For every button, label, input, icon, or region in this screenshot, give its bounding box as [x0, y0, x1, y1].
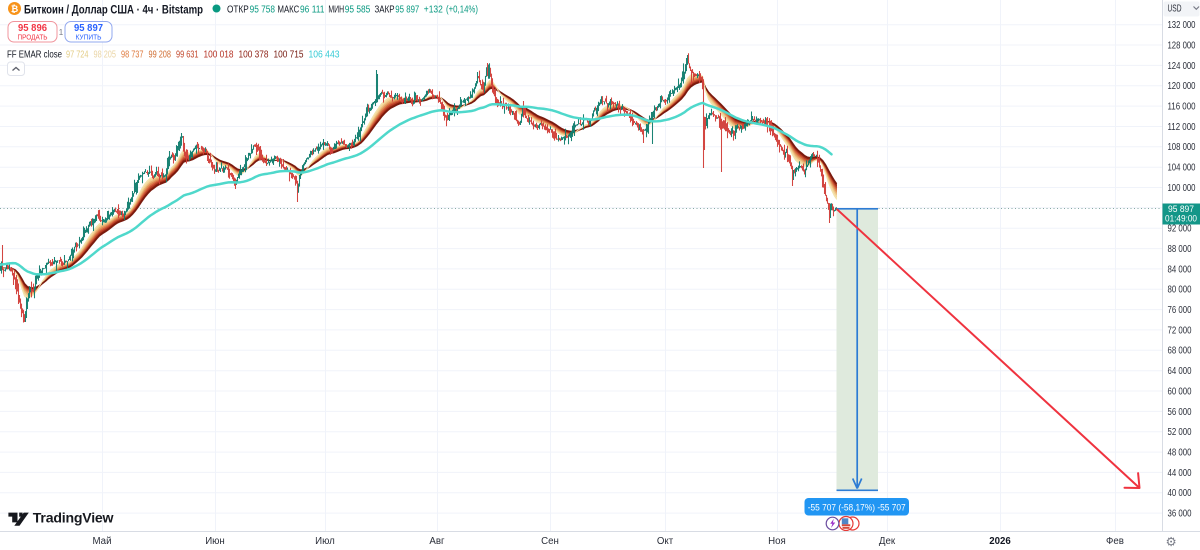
svg-text:Дек: Дек	[879, 536, 896, 547]
svg-text:2026: 2026	[989, 536, 1011, 547]
svg-text:48 000: 48 000	[1168, 447, 1192, 458]
svg-text:95 897: 95 897	[395, 4, 419, 15]
svg-text:120 000: 120 000	[1168, 81, 1196, 92]
svg-text:Окт: Окт	[657, 536, 674, 547]
svg-text:72 000: 72 000	[1168, 325, 1192, 336]
svg-text:1: 1	[59, 28, 64, 37]
svg-text:92 000: 92 000	[1168, 224, 1192, 235]
svg-text:100 378: 100 378	[239, 50, 269, 61]
svg-text:99 208: 99 208	[149, 50, 172, 61]
svg-text:Июн: Июн	[205, 536, 225, 547]
svg-text:40 000: 40 000	[1168, 488, 1192, 499]
svg-text:68 000: 68 000	[1168, 346, 1192, 357]
svg-text:60 000: 60 000	[1168, 386, 1192, 397]
svg-text:84 000: 84 000	[1168, 264, 1192, 275]
svg-text:88 000: 88 000	[1168, 244, 1192, 255]
svg-text:76 000: 76 000	[1168, 305, 1192, 316]
svg-text:52 000: 52 000	[1168, 427, 1192, 438]
svg-text:98 205: 98 205	[94, 50, 117, 61]
svg-text:44 000: 44 000	[1168, 468, 1192, 479]
svg-text:95 897: 95 897	[74, 23, 103, 34]
svg-text:Биткоин / Доллар США · 4ч · Bi: Биткоин / Доллар США · 4ч · Bitstamp	[24, 2, 203, 16]
svg-text:95 585: 95 585	[345, 4, 371, 15]
svg-text:95 897: 95 897	[1168, 204, 1194, 215]
svg-text:+132: +132	[424, 4, 443, 15]
svg-text:Июл: Июл	[315, 536, 335, 547]
svg-text:100 000: 100 000	[1168, 183, 1196, 194]
svg-text:Сен: Сен	[541, 536, 559, 547]
svg-text:ПРОДАТЬ: ПРОДАТЬ	[18, 34, 48, 41]
svg-text:97 724: 97 724	[66, 50, 89, 61]
svg-text:64 000: 64 000	[1168, 366, 1192, 377]
svg-text:-55 707 (-58,17%) -55 707: -55 707 (-58,17%) -55 707	[808, 502, 906, 513]
svg-text:80 000: 80 000	[1168, 285, 1192, 296]
svg-text:116 000: 116 000	[1168, 102, 1196, 113]
svg-text:FF EMAR close: FF EMAR close	[7, 50, 62, 61]
svg-text:95 758: 95 758	[250, 4, 275, 15]
svg-text:36 000: 36 000	[1168, 509, 1192, 520]
svg-text:108 000: 108 000	[1168, 142, 1196, 153]
svg-text:МИН: МИН	[328, 4, 344, 15]
svg-text:104 000: 104 000	[1168, 163, 1196, 174]
svg-text:Фев: Фев	[1106, 536, 1124, 547]
svg-text:01:49:00: 01:49:00	[1165, 213, 1197, 223]
svg-text:95 896: 95 896	[18, 23, 47, 34]
svg-text:112 000: 112 000	[1168, 122, 1196, 133]
svg-text:124 000: 124 000	[1168, 61, 1196, 72]
svg-text:(+0,14%): (+0,14%)	[446, 4, 478, 15]
svg-text:98 737: 98 737	[121, 50, 144, 61]
svg-text:Авг: Авг	[429, 536, 445, 547]
svg-text:₿: ₿	[11, 4, 18, 14]
svg-text:Ноя: Ноя	[768, 536, 786, 547]
svg-text:106 443: 106 443	[309, 50, 340, 61]
svg-text:⚙: ⚙	[1166, 535, 1177, 549]
svg-text:ОТКР: ОТКР	[227, 4, 249, 15]
svg-text:96 111: 96 111	[300, 4, 325, 15]
svg-text:100 018: 100 018	[204, 50, 234, 61]
svg-text:КУПИТЬ: КУПИТЬ	[76, 34, 102, 41]
svg-text:128 000: 128 000	[1168, 40, 1196, 51]
svg-text:USD: USD	[1168, 3, 1182, 14]
svg-text:МАКС: МАКС	[278, 4, 300, 15]
svg-text:ЗАКР: ЗАКР	[375, 4, 395, 15]
svg-text:100 715: 100 715	[274, 50, 304, 61]
svg-text:Май: Май	[93, 536, 112, 547]
svg-text:TradingView: TradingView	[33, 510, 114, 525]
svg-text:132 000: 132 000	[1168, 20, 1196, 31]
svg-text:56 000: 56 000	[1168, 407, 1192, 418]
svg-text:99 631: 99 631	[176, 50, 199, 61]
